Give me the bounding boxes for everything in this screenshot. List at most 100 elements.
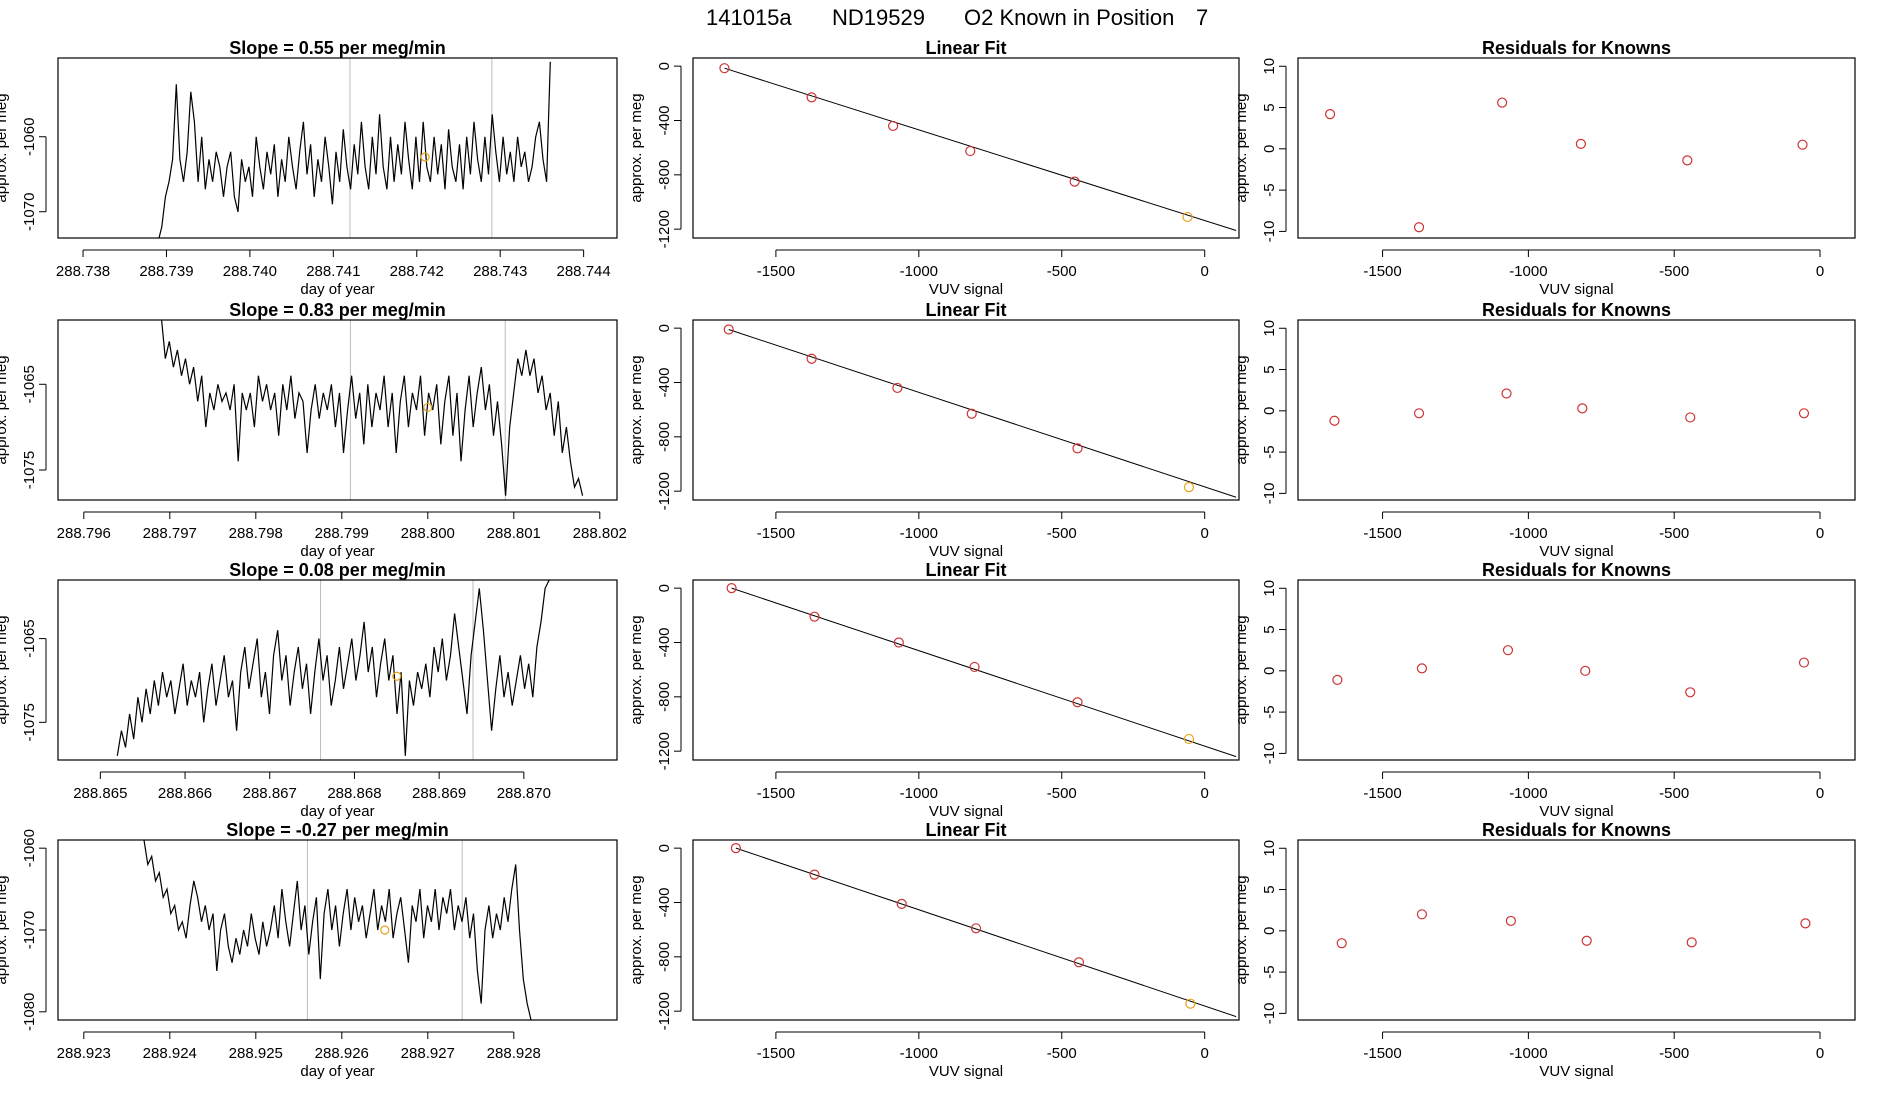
- fit-line: [724, 67, 1237, 232]
- x-axis-label: VUV signal: [929, 803, 1003, 820]
- x-tick-label: 0: [1201, 525, 1209, 542]
- y-tick-label: -1075: [21, 703, 38, 741]
- x-tick-label: -1000: [1509, 1045, 1547, 1062]
- residual-point: [1336, 938, 1347, 949]
- x-tick-label: -1000: [900, 263, 938, 280]
- y-tick-label: 0: [656, 62, 673, 70]
- x-tick-label: 288.867: [243, 785, 297, 802]
- plot-frame: [692, 57, 1240, 239]
- plot-area: [723, 324, 1237, 498]
- y-tick-label: 10: [1261, 580, 1278, 597]
- x-tick-label: 288.925: [229, 1045, 283, 1062]
- y-tick-label: 0: [1261, 407, 1278, 415]
- y-tick-label: -800: [656, 160, 673, 190]
- plot-frame: [1297, 839, 1856, 1021]
- x-tick-label: -1000: [900, 525, 938, 542]
- y-axis-label: approx. per meg: [0, 355, 10, 464]
- x-axis-label: day of year: [300, 803, 374, 820]
- fit-point: [896, 898, 907, 909]
- y-axis-label: approx. per meg: [628, 93, 645, 202]
- residual-point: [1798, 657, 1810, 668]
- residual-point: [1580, 665, 1591, 676]
- x-tick-label: 288.799: [315, 525, 369, 542]
- panel-fit-3: Linear Fit -1500 -1000 -500 0 VUV signal 0 -400…: [628, 820, 1240, 1080]
- fit-point: [892, 382, 903, 394]
- plot-area: [730, 843, 1237, 1018]
- plot-frame: [1297, 319, 1856, 501]
- plot-area: [1336, 909, 1811, 949]
- residual-point: [1416, 663, 1428, 674]
- y-tick-label: -400: [656, 887, 673, 917]
- panel-residuals-1: Residuals for Knowns -1500 -1000 -500 0 VUV s…: [1233, 300, 1856, 560]
- plot-area: [158, 58, 551, 238]
- x-axis-label: VUV signal: [1539, 1063, 1613, 1080]
- fit-point: [726, 583, 737, 594]
- x-tick-label: 0: [1816, 1045, 1824, 1062]
- residual-point: [1505, 915, 1516, 927]
- y-tick-label: -400: [656, 367, 673, 397]
- y-tick-label: 10: [1261, 320, 1278, 337]
- fit-point: [1072, 443, 1083, 454]
- trace-line: [158, 61, 551, 238]
- plot-title: Residuals for Knowns: [1482, 38, 1671, 58]
- y-tick-label: -1080: [21, 993, 38, 1031]
- plot-area: [161, 320, 584, 500]
- panel-fit-2: Linear Fit -1500 -1000 -500 0 VUV signal 0 -400…: [628, 560, 1240, 820]
- plot-frame: [692, 579, 1240, 761]
- panel-fit-1: Linear Fit -1500 -1000 -500 0 VUV signal 0 -400…: [628, 300, 1240, 560]
- y-axis-label: approx. per meg: [0, 615, 10, 724]
- mean-marker: [420, 152, 430, 162]
- y-tick-label: 0: [656, 324, 673, 332]
- panel-trace-3: Slope = -0.27 per meg/min 288.923 288.924 2…: [0, 820, 618, 1080]
- fit-point: [809, 611, 820, 622]
- plot-area: [1332, 645, 1810, 698]
- mean-marker: [392, 671, 402, 681]
- plot-title: Residuals for Knowns: [1482, 820, 1671, 840]
- y-tick-label: -1060: [21, 118, 38, 156]
- y-tick-label: -1200: [656, 992, 673, 1030]
- x-axis-label: VUV signal: [929, 1063, 1003, 1080]
- x-tick-label: -1000: [1509, 263, 1547, 280]
- fit-point: [723, 324, 734, 335]
- fit-point: [970, 923, 982, 934]
- residual-point: [1575, 138, 1586, 149]
- fit-point: [893, 637, 904, 648]
- x-tick-label: 288.869: [412, 785, 466, 802]
- plot-title: Linear Fit: [925, 560, 1006, 580]
- x-axis-label: VUV signal: [1539, 281, 1613, 298]
- y-tick-label: -5: [1261, 705, 1278, 718]
- residual-point: [1416, 909, 1428, 920]
- y-tick-label: -400: [656, 627, 673, 657]
- fit-point: [1182, 211, 1193, 223]
- x-axis-label: VUV signal: [929, 281, 1003, 298]
- fit-point: [1185, 998, 1196, 1009]
- plot-area: [726, 583, 1237, 758]
- x-axis-label: day of year: [300, 1063, 374, 1080]
- y-tick-label: 5: [1261, 103, 1278, 111]
- residual-point: [1581, 935, 1592, 946]
- x-tick-label: -500: [1047, 785, 1077, 802]
- mean-marker: [380, 925, 390, 935]
- y-tick-label: -800: [656, 682, 673, 712]
- y-axis-label: approx. per meg: [0, 93, 10, 202]
- plot-title: Slope = 0.55 per meg/min: [229, 38, 446, 58]
- x-tick-label: 0: [1816, 263, 1824, 280]
- fit-point: [966, 408, 977, 419]
- plot-title: Linear Fit: [925, 820, 1006, 840]
- y-axis-label: approx. per meg: [628, 355, 645, 464]
- x-tick-label: -500: [1659, 263, 1689, 280]
- plot-frame: [692, 839, 1240, 1021]
- y-tick-label: -5: [1261, 965, 1278, 978]
- residual-point: [1329, 415, 1340, 426]
- fit-point: [1069, 176, 1080, 187]
- y-tick-label: -5: [1261, 183, 1278, 196]
- y-tick-label: 0: [656, 584, 673, 592]
- y-axis-label: approx. per meg: [1233, 615, 1250, 724]
- residual-point: [1413, 222, 1425, 233]
- y-tick-label: -10: [1261, 483, 1278, 505]
- x-tick-label: 288.923: [57, 1045, 111, 1062]
- x-tick-label: -500: [1047, 1045, 1077, 1062]
- fit-point: [1073, 957, 1085, 968]
- residual-point: [1686, 937, 1697, 948]
- y-axis-label: approx. per meg: [1233, 355, 1250, 464]
